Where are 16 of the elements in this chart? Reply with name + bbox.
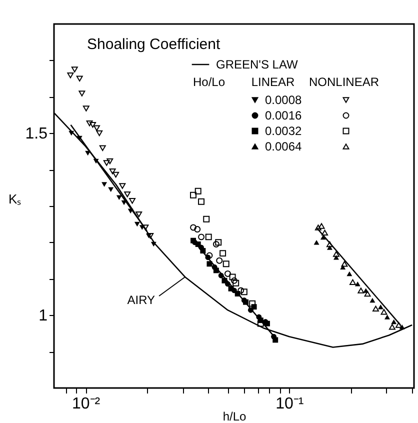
y-tick-label: 1.5 (25, 126, 48, 143)
legend-label: 0.0064 (265, 140, 302, 154)
y-tick-label: 1 (38, 308, 48, 325)
text: Shoaling Coefficient (87, 36, 221, 53)
x-tick-label: 10⁻² (72, 396, 101, 412)
legend-title: Ho/Lo (193, 75, 226, 89)
legend-label: 0.0032 (265, 124, 302, 138)
annotation: AIRY (127, 292, 156, 307)
annotation: LINEAR (251, 75, 295, 89)
legend-label: GREEN'S LAW (216, 58, 299, 72)
y-axis-title: Kₛ (8, 192, 22, 206)
x-axis-title: h/Lo (222, 410, 246, 423)
annotation: NONLINEAR (308, 75, 380, 89)
legend-label: 0.0016 (265, 108, 302, 122)
legend-label: 0.0008 (265, 93, 302, 107)
x-tick-label: 10⁻¹ (276, 396, 304, 412)
